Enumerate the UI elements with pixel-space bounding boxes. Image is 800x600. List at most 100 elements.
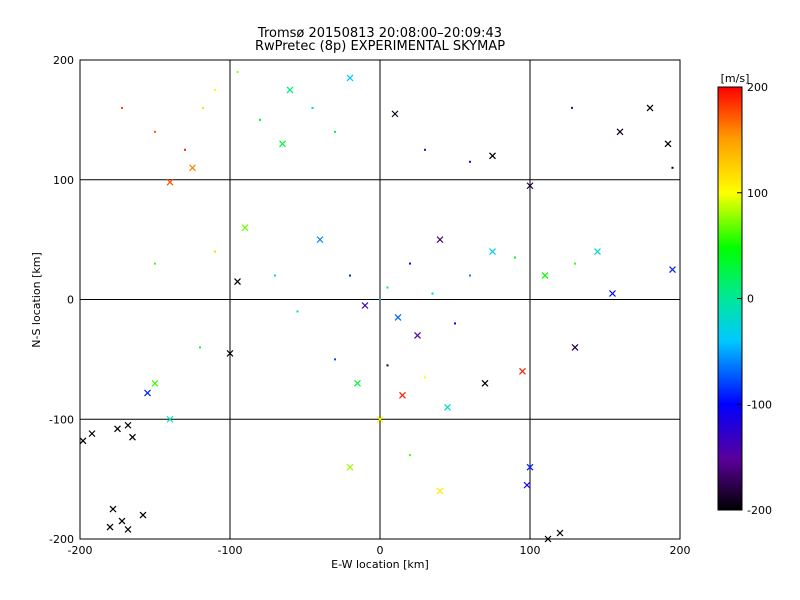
data-point-x (118, 517, 126, 525)
data-point-dot (259, 118, 261, 121)
data-point-x-stroke (79, 437, 87, 445)
data-point-dot (154, 262, 156, 265)
data-point-x (669, 266, 676, 273)
colorbar-tick-label: -200 (747, 504, 772, 517)
data-points (79, 70, 676, 543)
data-point-x-stroke (444, 403, 451, 411)
data-point-x-stroke (481, 379, 489, 387)
data-point-x (526, 463, 534, 471)
data-point-x (241, 224, 249, 232)
data-point-dot (214, 250, 216, 253)
data-point-x-stroke (226, 349, 234, 357)
data-point-x (286, 86, 294, 94)
data-point-x (279, 140, 286, 148)
data-point-x (114, 425, 121, 433)
data-point-x (166, 178, 174, 186)
data-point-x (124, 421, 132, 429)
data-point-x (541, 272, 549, 279)
data-point-dot (431, 292, 434, 295)
data-point-x-stroke (139, 511, 147, 519)
data-point-x (106, 523, 114, 531)
data-point-dot (349, 274, 351, 277)
data-point-x-stroke (241, 224, 249, 232)
data-point-dot (121, 106, 123, 109)
data-point-x (124, 525, 132, 533)
data-point-x-stroke (646, 104, 654, 112)
data-point-x (646, 104, 654, 112)
data-point-dot (199, 346, 201, 349)
data-point-x (109, 505, 117, 513)
data-point-x-stroke (541, 272, 549, 279)
axis-ticks: -200 -100 0 100 200 -200 -100 0 100 200 (49, 54, 690, 557)
data-point-x-stroke (399, 391, 406, 399)
data-point-x-stroke (376, 415, 384, 423)
data-point-x-stroke (609, 290, 616, 297)
data-point-dot (154, 130, 156, 133)
data-point-x-stroke (361, 302, 369, 309)
data-point-x (664, 140, 672, 148)
data-point-x (489, 248, 496, 256)
data-point-x (571, 343, 579, 351)
x-tick-label: 200 (670, 544, 691, 557)
data-point-x-stroke (526, 463, 534, 471)
data-point-x-stroke (124, 421, 132, 429)
data-point-dot (469, 160, 471, 163)
data-point-x (151, 379, 159, 387)
x-tick-label: -100 (218, 544, 243, 557)
data-point-dot (334, 130, 336, 133)
data-point-x (376, 415, 384, 423)
data-point-dot (274, 274, 276, 277)
data-point-x-stroke (234, 278, 241, 285)
data-point-dot (202, 106, 204, 109)
data-point-x-stroke (489, 248, 496, 256)
data-point-x-stroke (436, 236, 444, 244)
x-tick-label: -200 (68, 544, 93, 557)
x-axis-label: E-W location [km] (331, 558, 429, 571)
data-point-dot (379, 298, 381, 301)
data-point-x-stroke (88, 430, 96, 438)
data-point-dot (214, 88, 216, 91)
data-point-x-stroke (669, 266, 676, 273)
data-point-x-stroke (664, 140, 672, 148)
data-point-x-stroke (616, 128, 624, 136)
data-point-x-stroke (594, 248, 601, 256)
data-point-dot (454, 322, 456, 325)
colorbar-ticks: 200 100 0 -100 -200 (737, 81, 772, 517)
data-point-x-stroke (286, 86, 294, 94)
data-point-dot (386, 364, 389, 367)
colorbar-tick-label: -100 (747, 398, 772, 411)
data-point-x (129, 433, 136, 441)
data-point-x (234, 278, 241, 285)
data-point-x-stroke (519, 367, 526, 375)
data-point-x-stroke (354, 379, 361, 387)
data-point-x (519, 367, 526, 375)
data-point-x-stroke (279, 140, 286, 148)
data-point-x-stroke (489, 152, 496, 160)
data-point-x-stroke (144, 389, 151, 397)
data-point-x-stroke (118, 517, 126, 525)
data-point-x (414, 332, 421, 339)
data-point-x (436, 487, 444, 495)
data-point-x (556, 529, 564, 537)
data-point-dot (424, 148, 426, 151)
data-point-dot (424, 376, 426, 379)
y-tick-label: -100 (49, 413, 74, 426)
data-point-x (594, 248, 601, 256)
data-point-x (79, 437, 87, 445)
data-point-dot (296, 310, 299, 313)
data-point-x-stroke (523, 481, 531, 489)
chart-title: Tromsø 20150813 20:08:00–20:09:43 (257, 26, 502, 41)
data-point-x-stroke (166, 415, 174, 423)
data-point-x-stroke (414, 332, 421, 339)
data-point-x (609, 290, 616, 297)
data-point-x-stroke (394, 314, 402, 321)
y-tick-label: 200 (53, 54, 74, 67)
data-point-x (444, 403, 451, 411)
data-point-x (346, 74, 354, 82)
y-tick-label: -200 (49, 533, 74, 546)
data-point-x (436, 236, 444, 244)
data-point-x (399, 391, 406, 399)
data-point-x-stroke (189, 164, 196, 172)
colorbar-tick-label: 200 (747, 81, 768, 94)
